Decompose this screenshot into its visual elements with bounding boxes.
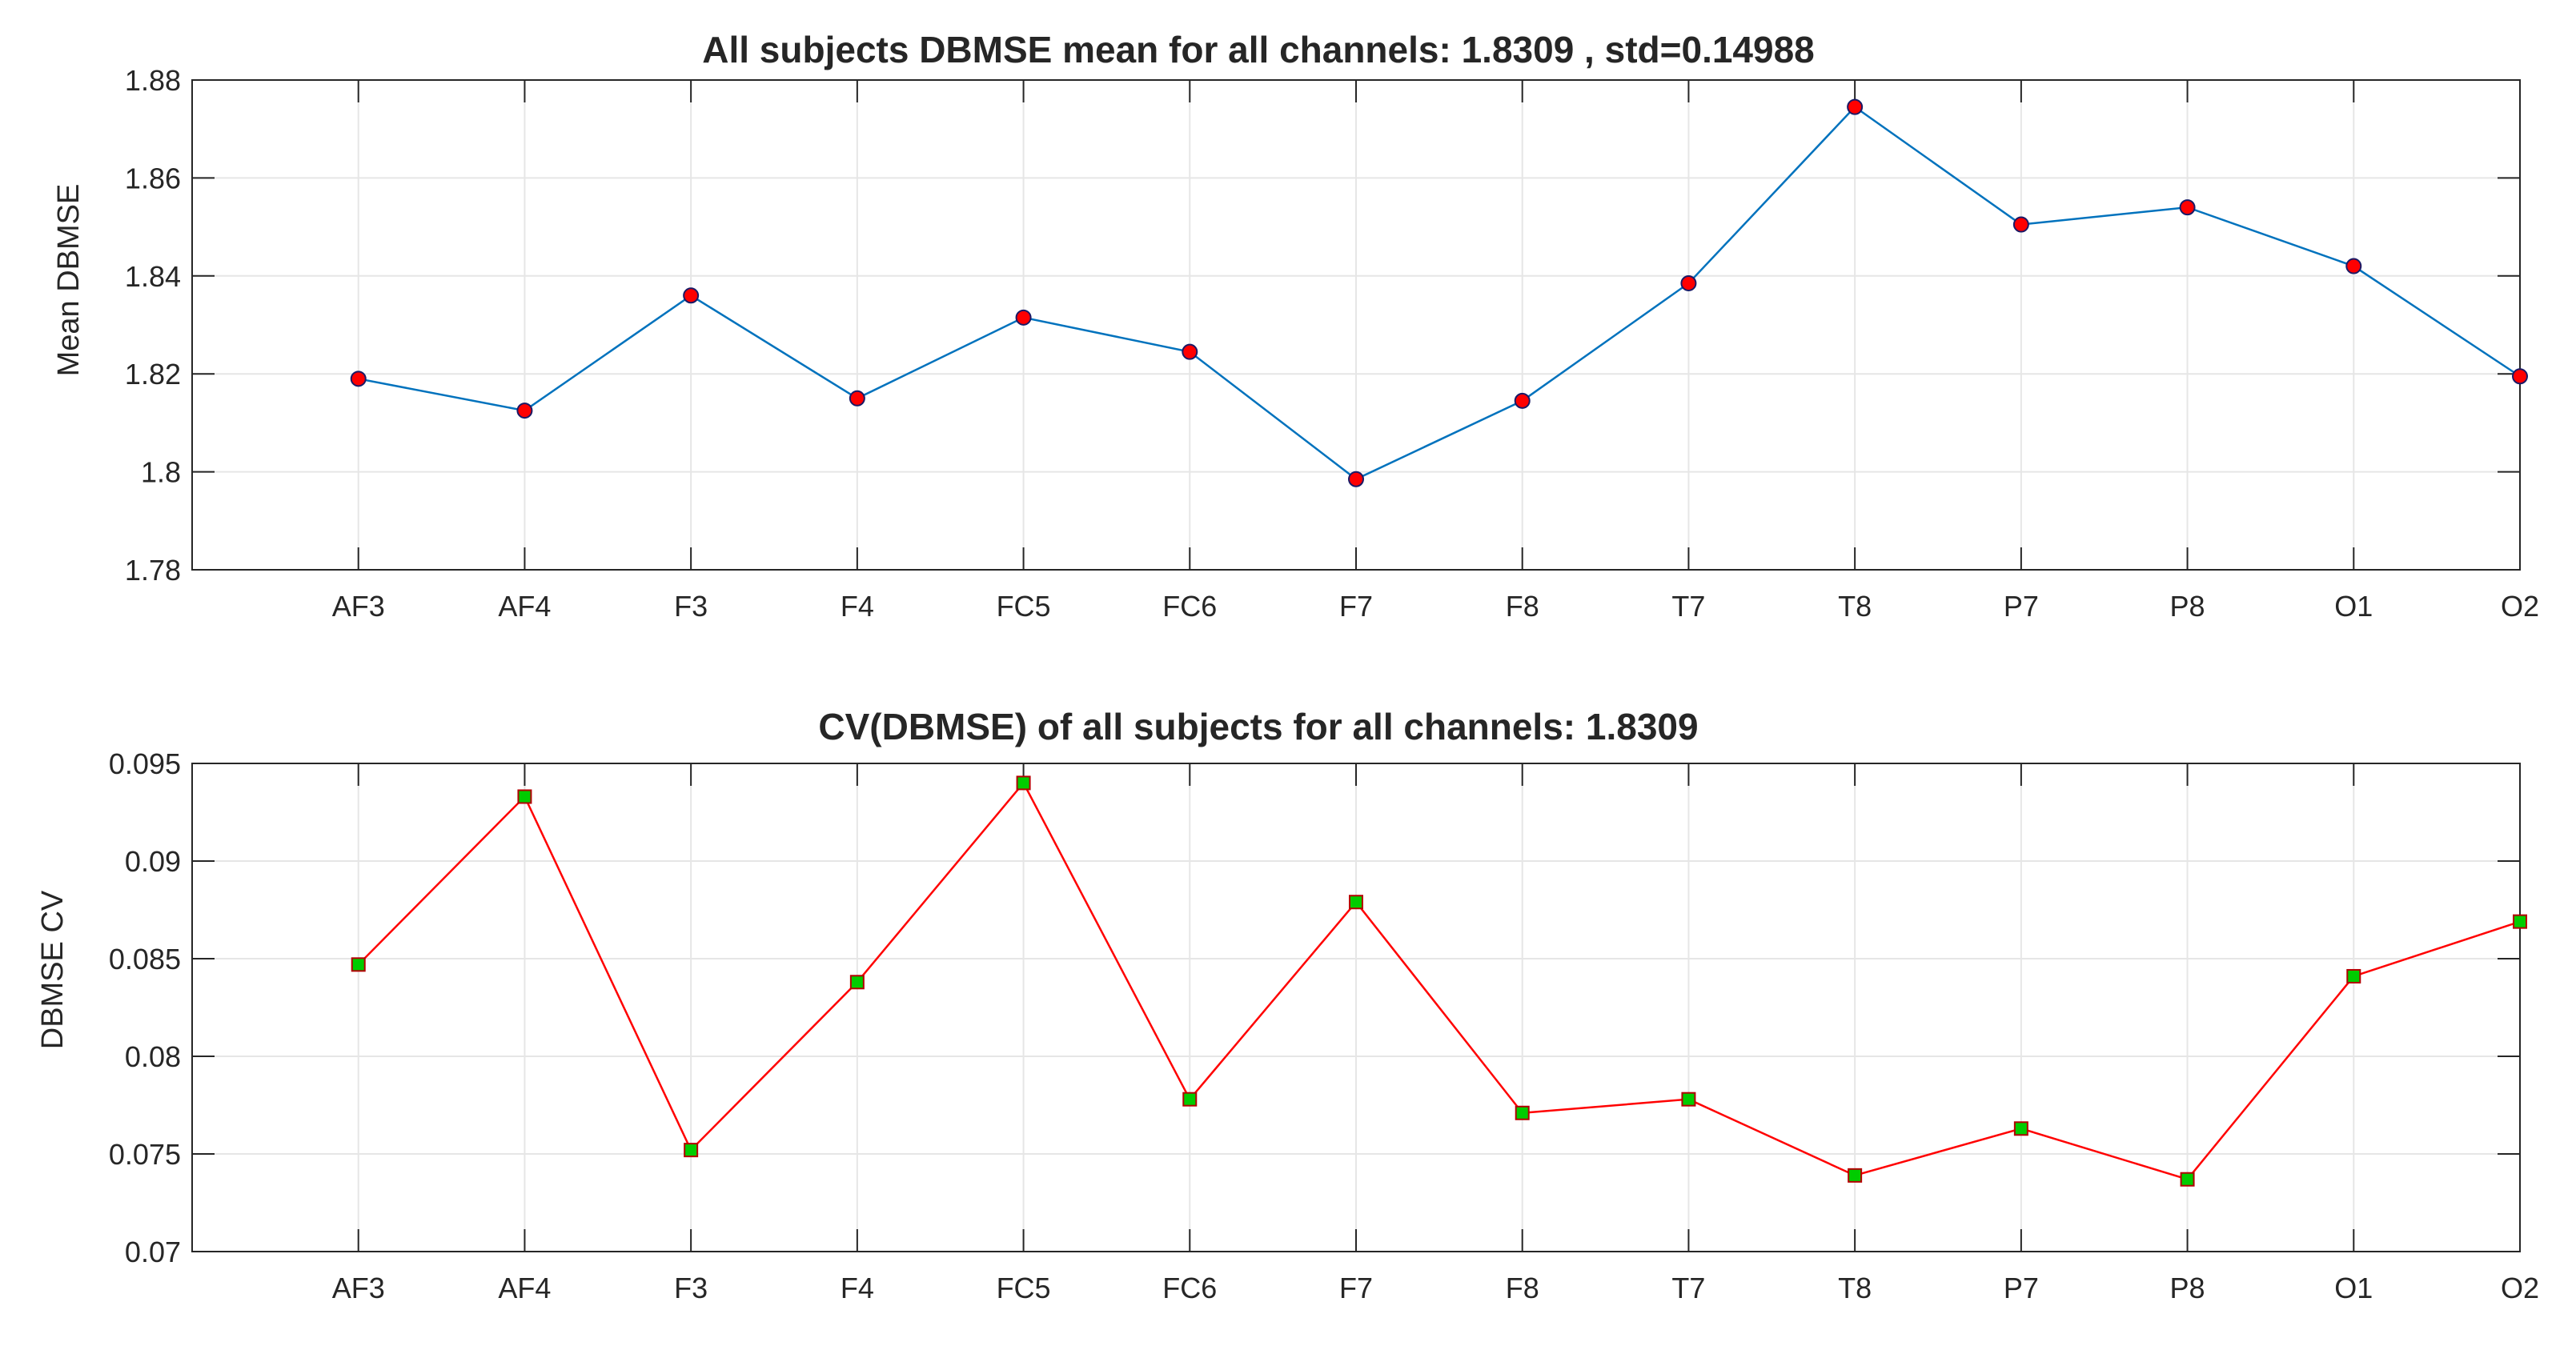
mean-dbmse-x-tick-label: P7 (2004, 590, 2039, 623)
cv-dbmse-data-point (1848, 1168, 1863, 1183)
cv-dbmse-series-line (357, 781, 2521, 1181)
mean-dbmse-series (350, 98, 2528, 487)
cv-dbmse-y-tick-label: 0.09 (125, 845, 181, 878)
cv-dbmse-y-tick-label: 0.085 (109, 943, 181, 975)
cv-dbmse-grid (192, 763, 2520, 1252)
cv-dbmse-x-tick-label: FC5 (997, 1272, 1051, 1304)
cv-dbmse-y-tick-label: 0.095 (109, 747, 181, 780)
cv-dbmse-title: CV(DBMSE) of all subjects for all channe… (818, 706, 1698, 747)
mean-dbmse-x-tick-label: FC5 (997, 590, 1051, 623)
cv-dbmse-x-tick-label: T7 (1671, 1272, 1705, 1304)
mean-dbmse-y-tick-labels: 1.78 1.8 1.82 1.84 1.86 1.88 (125, 64, 181, 587)
mean-dbmse-ticks (192, 79, 2521, 571)
mean-dbmse-x-tick-labels: AF3 AF4 F3 F4 FC5 FC6 F7 F8 T7 T8 P7 P8 O1 O2 (332, 590, 2539, 623)
cv-dbmse-x-tick-label: T8 (1838, 1272, 1872, 1304)
cv-dbmse-y-tick-label: 0.08 (125, 1040, 181, 1073)
cv-dbmse-ticks (192, 763, 2521, 1252)
mean-dbmse-y-tick-label: 1.84 (125, 260, 181, 293)
mean-dbmse-data-point (1680, 274, 1697, 291)
cv-dbmse-x-tick-label: P8 (2170, 1272, 2205, 1304)
cv-dbmse-x-tick-label: FC6 (1162, 1272, 1217, 1304)
mean-dbmse-x-tick-label: AF4 (498, 590, 551, 623)
mean-dbmse-x-tick-label: P8 (2170, 590, 2205, 623)
cv-dbmse-data-point (849, 975, 865, 990)
mean-dbmse-x-tick-label: T7 (1671, 590, 1705, 623)
mean-dbmse-data-point (350, 371, 367, 387)
cv-dbmse-data-point (1182, 1092, 1198, 1107)
cv-dbmse-data-point (1515, 1105, 1530, 1120)
mean-dbmse-grid (192, 80, 2520, 570)
cv-dbmse-x-tick-labels: AF3 AF4 F3 F4 FC5 FC6 F7 F8 T7 T8 P7 P8 O1 O2 (332, 1272, 2539, 1304)
mean-dbmse-data-point (849, 390, 865, 407)
mean-dbmse-x-tick-label: AF3 (332, 590, 385, 623)
cv-dbmse-plot: CV(DBMSE) of all subjects for all channe… (36, 706, 2539, 1304)
cv-dbmse-x-tick-label: F3 (674, 1272, 708, 1304)
mean-dbmse-y-tick-label: 1.78 (125, 554, 181, 587)
cv-dbmse-data-point (2346, 968, 2361, 983)
cv-dbmse-x-tick-label: AF3 (332, 1272, 385, 1304)
cv-dbmse-data-point (2513, 914, 2527, 929)
cv-dbmse-data-point (517, 789, 532, 804)
mean-dbmse-series-line (358, 106, 2521, 481)
mean-dbmse-data-point (2512, 368, 2528, 385)
mean-dbmse-y-tick-label: 1.86 (125, 162, 181, 194)
mean-dbmse-data-point (683, 287, 700, 304)
mean-dbmse-title: All subjects DBMSE mean for all channels… (702, 29, 1815, 70)
cv-dbmse-y-tick-labels: 0.07 0.075 0.08 0.085 0.09 0.095 (109, 747, 181, 1268)
cv-dbmse-ylabel: DBMSE CV (36, 890, 70, 1049)
cv-dbmse-data-point (684, 1143, 699, 1158)
cv-dbmse-data-point (1681, 1092, 1696, 1107)
mean-dbmse-x-tick-label: F3 (674, 590, 708, 623)
cv-dbmse-data-point (2013, 1121, 2028, 1136)
cv-dbmse-x-tick-label: F8 (1506, 1272, 1539, 1304)
mean-dbmse-ylabel: Mean DBMSE (52, 184, 86, 377)
mean-dbmse-data-point (2179, 199, 2196, 216)
cv-dbmse-series (351, 775, 2527, 1187)
mean-dbmse-data-point (2345, 258, 2362, 274)
mean-dbmse-data-point (1182, 343, 1198, 360)
mean-dbmse-data-point (1015, 309, 1032, 326)
cv-dbmse-x-tick-label: F7 (1339, 1272, 1373, 1304)
mean-dbmse-x-tick-label: T8 (1838, 590, 1872, 623)
cv-dbmse-data-point (1016, 775, 1031, 791)
mean-dbmse-x-tick-label: O1 (2334, 590, 2373, 623)
cv-dbmse-y-tick-label: 0.075 (109, 1138, 181, 1171)
cv-dbmse-data-point (351, 957, 366, 972)
cv-dbmse-x-tick-label: AF4 (498, 1272, 551, 1304)
mean-dbmse-x-tick-label: F8 (1506, 590, 1539, 623)
mean-dbmse-y-tick-label: 1.8 (141, 456, 181, 489)
mean-dbmse-x-tick-label: F4 (841, 590, 874, 623)
cv-dbmse-x-tick-label: P7 (2004, 1272, 2039, 1304)
mean-dbmse-plot: All subjects DBMSE mean for all channels… (52, 29, 2539, 623)
mean-dbmse-x-tick-label: F7 (1339, 590, 1373, 623)
cv-dbmse-data-point (1349, 895, 1363, 910)
mean-dbmse-data-point (1348, 471, 1364, 487)
mean-dbmse-y-tick-label: 1.82 (125, 358, 181, 391)
mean-dbmse-x-tick-label: O2 (2501, 590, 2539, 623)
mean-dbmse-data-point (1847, 98, 1864, 115)
mean-dbmse-data-point (1514, 392, 1531, 409)
cv-dbmse-x-tick-label: O2 (2501, 1272, 2539, 1304)
mean-dbmse-x-tick-label: FC6 (1162, 590, 1217, 623)
mean-dbmse-data-point (2012, 216, 2029, 233)
cv-dbmse-x-tick-label: O1 (2334, 1272, 2373, 1304)
mean-dbmse-y-tick-label: 1.88 (125, 64, 181, 97)
mean-dbmse-data-point (516, 403, 533, 419)
cv-dbmse-x-tick-label: F4 (841, 1272, 874, 1304)
cv-dbmse-data-point (2180, 1172, 2195, 1187)
cv-dbmse-y-tick-label: 0.07 (125, 1236, 181, 1268)
